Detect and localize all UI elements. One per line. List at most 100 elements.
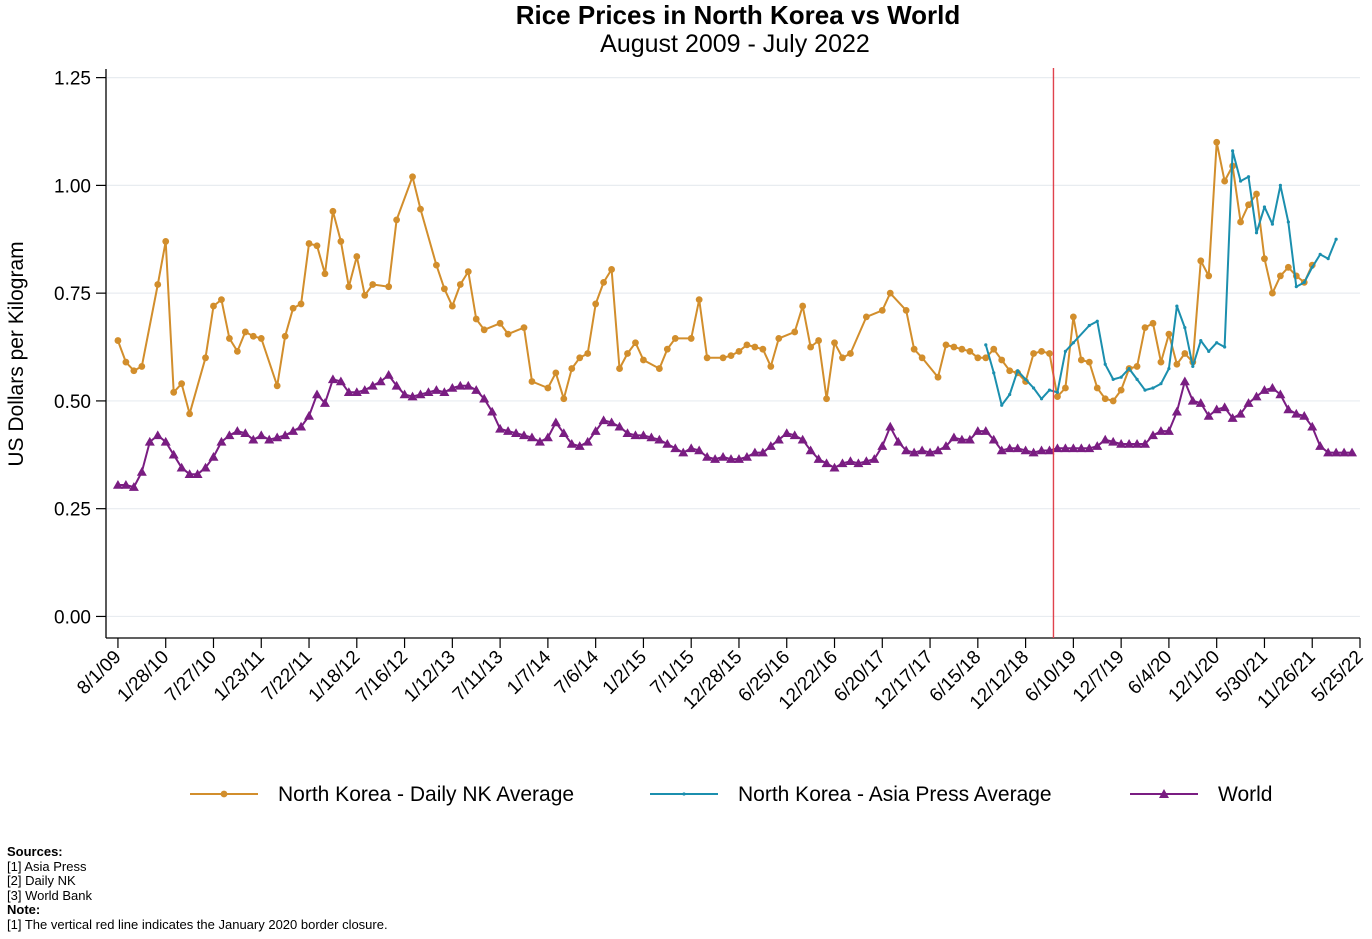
data-point xyxy=(998,356,1006,364)
data-point xyxy=(1203,411,1214,420)
data-point xyxy=(192,469,203,478)
data-point xyxy=(415,389,426,399)
data-point xyxy=(138,363,146,370)
data-point xyxy=(170,388,178,396)
data-point xyxy=(694,445,705,455)
data-point xyxy=(272,432,283,442)
data-point xyxy=(984,343,988,347)
data-point xyxy=(154,281,162,288)
data-point xyxy=(638,430,649,440)
data-point xyxy=(1223,345,1227,349)
data-point xyxy=(1133,363,1141,370)
data-point xyxy=(407,391,418,401)
data-point xyxy=(257,335,265,342)
data-point xyxy=(289,304,297,312)
data-point xyxy=(241,328,249,336)
rice-price-chart: Rice Prices in North Korea vs World Augu… xyxy=(5,0,1368,806)
data-point xyxy=(391,380,402,390)
data-point xyxy=(233,347,241,355)
data-point xyxy=(304,411,315,420)
data-point xyxy=(1235,408,1246,418)
data-point xyxy=(791,328,799,336)
data-point xyxy=(1020,445,1031,455)
data-point xyxy=(655,365,663,372)
data-point xyxy=(305,240,313,247)
data-point xyxy=(544,384,552,392)
data-point xyxy=(526,432,537,442)
data-point xyxy=(1109,397,1117,405)
data-point xyxy=(966,347,974,355)
y-tick-label: 0.75 xyxy=(54,284,91,305)
data-point xyxy=(178,380,186,388)
data-point xyxy=(749,447,760,457)
data-point xyxy=(662,439,673,448)
data-point xyxy=(646,432,657,442)
data-point xyxy=(288,426,299,435)
source-2: [2] Daily NK xyxy=(7,873,76,889)
data-point xyxy=(1047,388,1052,392)
data-point xyxy=(1116,439,1127,448)
data-point xyxy=(1167,366,1171,371)
data-point xyxy=(576,354,584,362)
data-point xyxy=(1103,362,1107,366)
data-point xyxy=(805,445,816,455)
data-point xyxy=(686,443,697,453)
note-header: Note: xyxy=(7,902,41,918)
data-point xyxy=(1054,393,1061,401)
data-point xyxy=(361,291,369,299)
series-0 xyxy=(114,138,1316,418)
x-tick-label: 6/10/19 xyxy=(1021,647,1081,707)
data-point xyxy=(972,426,983,435)
data-point xyxy=(423,387,434,397)
grid-lines xyxy=(107,77,1360,618)
data-point xyxy=(120,479,131,489)
x-tick-label: 7/11/13 xyxy=(449,647,508,706)
data-point xyxy=(375,376,386,386)
data-point xyxy=(1100,434,1111,444)
data-point xyxy=(359,385,370,394)
data-point xyxy=(321,270,329,278)
data-point xyxy=(1024,377,1028,381)
data-point xyxy=(128,482,139,491)
x-tick-label: 7/6/14 xyxy=(551,646,604,699)
data-point xyxy=(1036,445,1047,455)
data-point xyxy=(319,398,330,407)
y-tick-label: 0.50 xyxy=(54,392,91,413)
data-point xyxy=(1062,384,1069,392)
data-point xyxy=(862,313,870,321)
data-point xyxy=(956,434,967,444)
data-point xyxy=(1055,390,1060,394)
data-point xyxy=(202,354,209,362)
data-point xyxy=(439,387,450,397)
y-axis-label: US Dollars per Kilogram xyxy=(5,241,28,466)
data-point xyxy=(503,426,514,435)
data-point xyxy=(632,339,639,347)
data-point xyxy=(447,382,458,392)
data-point xyxy=(456,281,464,288)
data-point xyxy=(519,430,529,440)
data-point xyxy=(670,443,681,453)
data-point xyxy=(1159,382,1163,386)
data-point xyxy=(249,332,257,340)
data-point xyxy=(1038,347,1045,355)
data-point xyxy=(480,326,488,334)
data-point xyxy=(184,469,195,478)
data-point xyxy=(566,439,577,448)
x-axis: 8/1/091/28/107/27/101/23/117/22/111/18/1… xyxy=(73,637,1368,714)
data-point xyxy=(1195,398,1206,407)
data-point xyxy=(1219,402,1230,412)
data-point xyxy=(918,354,926,362)
x-tick-label: 1/2/15 xyxy=(599,647,651,699)
data-point xyxy=(1318,252,1322,256)
data-point xyxy=(600,278,608,286)
data-point xyxy=(1213,138,1221,146)
data-point xyxy=(534,436,545,446)
data-point xyxy=(1063,349,1068,353)
data-point xyxy=(1092,441,1103,450)
data-point xyxy=(847,350,854,357)
y-tick-label: 1.00 xyxy=(54,176,91,197)
legend-marker xyxy=(682,792,686,796)
data-point xyxy=(455,380,466,390)
x-tick-label: 1/23/11 xyxy=(210,647,269,706)
data-point xyxy=(733,454,744,463)
